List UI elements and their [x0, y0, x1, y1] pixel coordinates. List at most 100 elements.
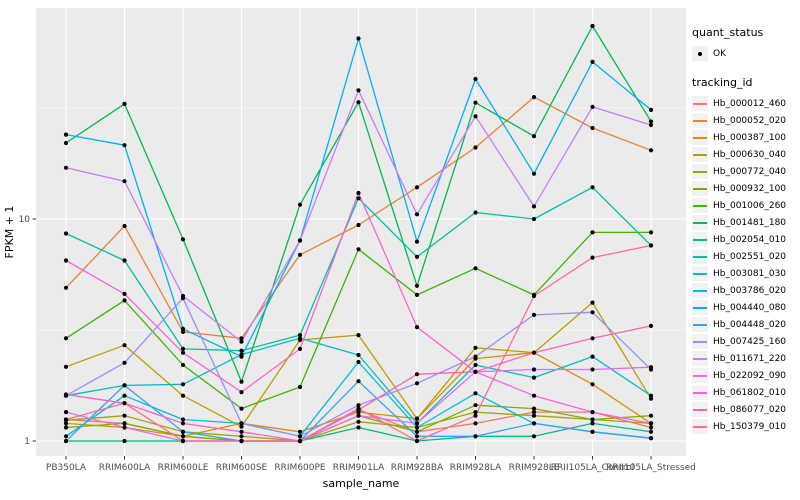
data-point — [356, 36, 361, 41]
data-point — [648, 425, 654, 430]
data-point — [122, 258, 127, 263]
data-point — [356, 247, 361, 252]
line-key-icon — [692, 385, 708, 400]
data-point — [590, 382, 595, 387]
legend-item-Hb_001006_260: Hb_001006_260 — [692, 197, 798, 214]
data-point — [356, 359, 361, 365]
data-point — [180, 350, 186, 355]
legend-item-label: Hb_002551_020 — [713, 251, 787, 262]
data-point — [180, 237, 186, 242]
data-point — [590, 417, 595, 422]
data-point — [122, 413, 127, 418]
data-point — [63, 140, 69, 146]
data-point — [473, 100, 478, 105]
data-point — [648, 107, 654, 112]
data-point — [414, 429, 420, 434]
data-point — [122, 360, 127, 365]
data-point — [473, 266, 478, 271]
data-point — [122, 383, 127, 388]
data-point — [590, 410, 595, 415]
legend-quant-status-title: quant_status — [692, 26, 764, 39]
line-key-icon — [692, 215, 708, 230]
data-point — [531, 393, 537, 398]
data-point — [473, 354, 478, 359]
data-point — [414, 438, 420, 444]
legend-tracking-id: tracking_id Hb_000012_460 Hb_000052_020 Hb… — [692, 76, 798, 435]
plot-panel — [36, 8, 686, 456]
data-point — [648, 148, 654, 153]
legend-item-Hb_004448_020: Hb_004448_020 — [692, 316, 798, 333]
data-point — [356, 419, 361, 424]
data-point — [297, 429, 303, 434]
x-tick-label: RRIM600LE — [158, 463, 209, 473]
data-point — [356, 413, 361, 418]
data-point — [297, 336, 303, 341]
data-point — [531, 350, 537, 355]
data-point — [531, 406, 537, 411]
y-axis-title: FPKM + 1 — [3, 206, 16, 259]
data-point — [122, 421, 127, 426]
data-point — [63, 132, 69, 137]
data-point — [297, 238, 303, 243]
data-point — [473, 391, 478, 396]
legend-item-Hb_007425_160: Hb_007425_160 — [692, 333, 798, 350]
data-point — [414, 372, 420, 377]
data-point — [414, 254, 420, 259]
data-point — [239, 438, 244, 444]
legend-item-Hb_003786_020: Hb_003786_020 — [692, 282, 798, 299]
data-point — [531, 375, 537, 380]
data-point — [531, 95, 537, 100]
data-point — [531, 216, 537, 222]
legend-item-Hb_000387_100: Hb_000387_100 — [692, 129, 798, 146]
data-point — [648, 243, 654, 248]
legend-item-label: Hb_000387_100 — [713, 132, 787, 143]
data-point — [297, 438, 303, 444]
data-point — [531, 421, 537, 426]
data-point — [239, 406, 244, 411]
data-point — [531, 204, 537, 209]
data-point — [180, 417, 186, 422]
data-point — [63, 165, 69, 170]
x-axis: PB350LA RRIM600LA RRIM600LE RRIM600SE RRIM60… — [46, 456, 696, 490]
data-point — [414, 239, 420, 244]
data-point — [648, 436, 654, 441]
data-point — [473, 369, 478, 374]
legend-item-Hb_002551_020: Hb_002551_020 — [692, 248, 798, 265]
line-key-icon — [692, 147, 708, 162]
data-point — [63, 434, 69, 439]
line-key-icon — [692, 266, 708, 281]
data-point — [122, 401, 127, 406]
data-point — [239, 429, 244, 434]
data-point — [473, 345, 478, 350]
data-point — [180, 438, 186, 444]
data-point — [414, 425, 420, 430]
data-point — [473, 421, 478, 426]
data-point — [648, 413, 654, 418]
data-point — [648, 429, 654, 434]
data-point — [590, 421, 595, 426]
data-points — [63, 23, 654, 444]
line-key-icon — [692, 96, 708, 111]
data-point — [63, 417, 69, 422]
line-key-icon — [692, 334, 708, 349]
data-point — [531, 171, 537, 176]
line-key-icon — [692, 198, 708, 213]
data-point — [648, 122, 654, 128]
data-point — [414, 212, 420, 217]
legend-item-label: Hb_001481_180 — [713, 217, 787, 228]
data-point — [648, 365, 654, 370]
data-point — [590, 125, 595, 131]
data-point — [648, 396, 654, 401]
x-tick-label: RRIM600SE — [216, 463, 268, 473]
x-tick-label: RRIM928LE — [509, 463, 560, 473]
data-point — [122, 101, 127, 106]
legend-item-Hb_000932_100: Hb_000932_100 — [692, 180, 798, 197]
data-point — [590, 310, 595, 315]
data-point — [356, 88, 361, 93]
data-point — [63, 421, 69, 426]
data-point — [531, 410, 537, 415]
line-key-icon — [692, 130, 708, 145]
data-point — [239, 379, 244, 384]
